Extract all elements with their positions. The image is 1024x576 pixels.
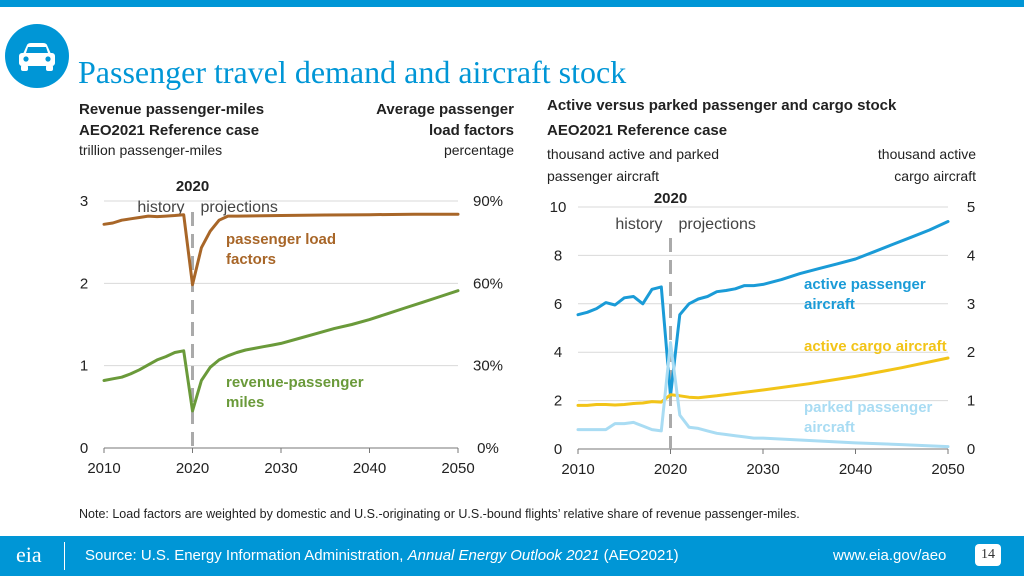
right-chart-y-left-tick-label: 4 <box>554 344 562 361</box>
right-unit-left-1: thousand active and parked <box>547 146 720 162</box>
left-chart-y-right-tick-label: 30% <box>473 358 503 375</box>
left-chart-year-label: 2020 <box>176 178 209 195</box>
right-chart-y-left-tick-label: 8 <box>554 247 562 264</box>
right-chart-projections-label: projections <box>679 216 756 233</box>
left-chart-y-left-tick-label: 0 <box>80 440 88 457</box>
left-chart-x-tick-label: 2040 <box>353 460 386 477</box>
right-chart-y-right-tick-label: 1 <box>967 393 975 410</box>
left-label-load-factors-1: passenger load <box>226 231 336 248</box>
right-chart-y-right-tick-label: 2 <box>967 344 975 361</box>
page-number: 14 <box>975 544 1001 566</box>
right-chart-y-left-tick-label: 0 <box>554 441 562 458</box>
right-chart-series-parked-passenger-aircraft <box>576 341 950 449</box>
right-label-cargo: active cargo aircraft <box>804 338 947 355</box>
left-chart-y-left-tick-label: 3 <box>80 193 88 210</box>
left-chart-y-left-tick-label: 2 <box>80 275 88 292</box>
top-accent-bar <box>0 0 1024 7</box>
footnote: Note: Load factors are weighted by domes… <box>79 507 800 521</box>
left-label-rpm-2: miles <box>226 394 264 411</box>
left-chart-x-tick-label: 2050 <box>441 460 474 477</box>
left-chart-series-revenue-passenger-miles <box>102 289 460 413</box>
right-chart-y-left-tick-label: 2 <box>554 393 562 410</box>
right-chart-year-label: 2020 <box>654 190 687 207</box>
left-label-rpm-1: revenue-passenger <box>226 374 364 391</box>
right-heading-2: AEO2021 Reference case <box>547 122 728 139</box>
right-chart-y-right-tick-label: 0 <box>967 441 975 458</box>
right-unit-right-2: cargo aircraft <box>894 168 976 184</box>
left-chart-projections-label: projections <box>201 199 278 216</box>
left-chart-y-left-tick-label: 1 <box>80 358 88 375</box>
right-chart-x-tick-label: 2030 <box>746 461 779 478</box>
right-chart-y-left-tick-label: 10 <box>550 199 567 216</box>
right-heading-1: Active versus parked passenger and cargo… <box>547 97 897 114</box>
source-text: Source: U.S. Energy Information Administ… <box>85 547 679 564</box>
left-right-heading-1: Average passenger <box>376 101 514 118</box>
right-chart-x-tick-label: 2040 <box>839 461 872 478</box>
right-chart-y-right-tick-label: 3 <box>967 296 975 313</box>
right-chart-x-tick-label: 2050 <box>931 461 964 478</box>
right-chart-y-right-tick-label: 4 <box>967 247 975 264</box>
right-label-parked-2: aircraft <box>804 419 855 436</box>
left-right-heading-2: load factors <box>428 122 514 139</box>
right-chart-x-tick-label: 2010 <box>561 461 594 478</box>
left-chart-series-passenger-load-factors <box>102 212 460 287</box>
left-chart-history-label: history <box>137 199 184 216</box>
left-chart-y-right-tick-label: 60% <box>473 275 503 292</box>
right-chart-series-active-passenger-aircraft <box>576 220 950 398</box>
right-chart-y-right-tick-label: 5 <box>967 199 975 216</box>
left-heading-2: AEO2021 Reference case <box>79 122 260 139</box>
right-label-active-passenger-1: active passenger <box>804 276 926 293</box>
logo-divider <box>64 542 65 570</box>
left-chart-y-right-tick-label: 90% <box>473 193 503 210</box>
source-url[interactable]: www.eia.gov/aeo <box>833 547 947 564</box>
left-heading-1: Revenue passenger-miles <box>79 101 265 118</box>
car-icon <box>5 24 69 88</box>
right-chart-history-label: history <box>615 216 662 233</box>
left-chart-x-tick-label: 2020 <box>176 460 209 477</box>
left-chart-x-tick-label: 2030 <box>264 460 297 477</box>
footer-bar: eia Source: U.S. Energy Information Admi… <box>0 536 1024 576</box>
right-chart-y-left-tick-label: 6 <box>554 296 562 313</box>
left-label-load-factors-2: factors <box>226 251 276 268</box>
charts-canvas: 0 0%1 30%2 60%3 90%2010 2020 2030 2040 20502020h… <box>80 178 975 478</box>
right-unit-left-2: passenger aircraft <box>547 168 660 184</box>
eia-logo: eia <box>16 542 42 567</box>
right-unit-right-1: thousand active <box>877 146 976 162</box>
right-chart-x-tick-label: 2020 <box>654 461 687 478</box>
left-unit: trillion passenger-miles <box>79 142 223 158</box>
right-label-parked-1: parked passenger <box>804 399 933 416</box>
left-right-unit: percentage <box>443 142 514 158</box>
left-chart-y-right-tick-label: 0% <box>477 440 499 457</box>
right-label-active-passenger-2: aircraft <box>804 296 855 313</box>
page-title: Passenger travel demand and aircraft sto… <box>78 54 627 90</box>
right-chart-series-active-cargo-aircraft <box>576 356 950 407</box>
left-chart-x-tick-label: 2010 <box>87 460 120 477</box>
